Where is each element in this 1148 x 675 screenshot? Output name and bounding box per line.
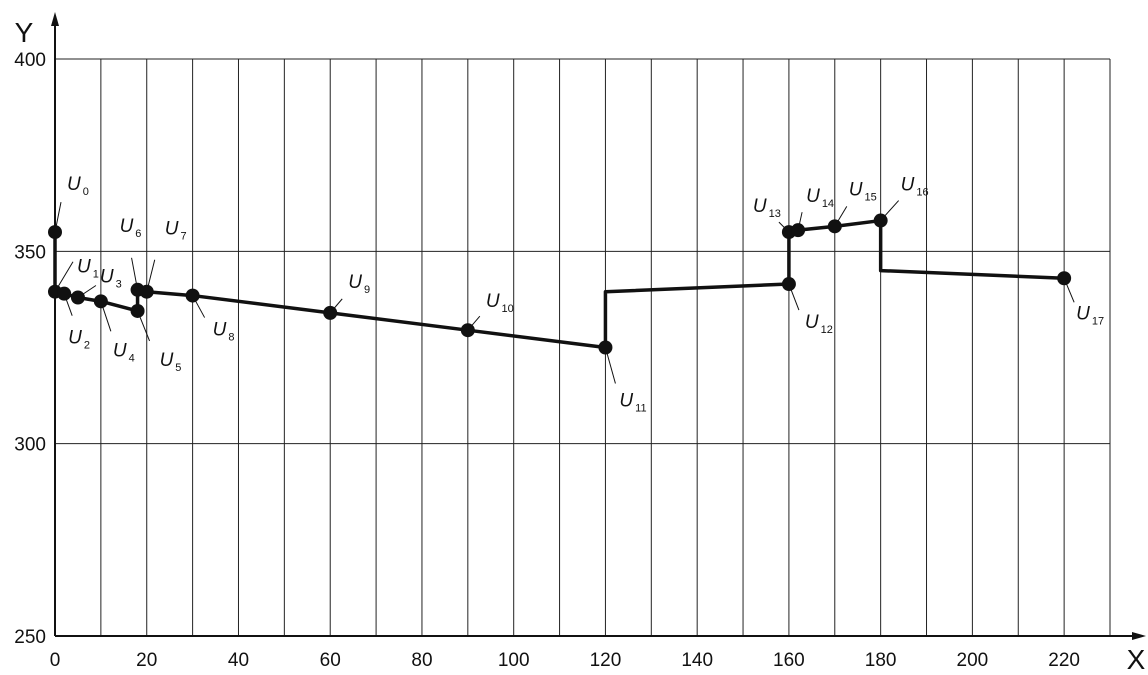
label-leaders bbox=[54, 200, 1075, 384]
point-label: U 11 bbox=[619, 391, 646, 415]
point-label: U 17 bbox=[1076, 303, 1104, 327]
point-marker bbox=[1057, 271, 1072, 286]
x-tick-label: 180 bbox=[865, 650, 897, 671]
grid bbox=[55, 58, 1111, 636]
x-axis-label: X bbox=[1127, 644, 1146, 675]
point-label: U 16 bbox=[901, 175, 929, 199]
point-markers bbox=[48, 213, 1072, 355]
point-marker bbox=[598, 340, 613, 355]
x-tick-label: 100 bbox=[498, 650, 530, 671]
y-axis-arrow bbox=[51, 12, 59, 26]
x-tick-label: 120 bbox=[590, 650, 622, 671]
x-tick-label: 20 bbox=[136, 650, 157, 671]
point-marker bbox=[781, 277, 796, 292]
point-marker bbox=[48, 225, 62, 240]
tick-labels: 0 20 40 60 80 100 120 140 160 180 200 220 250 300 350 4… bbox=[14, 50, 1080, 671]
point-marker bbox=[139, 284, 154, 299]
point-label: U 13 bbox=[753, 196, 781, 220]
x-tick-label: 60 bbox=[320, 650, 341, 671]
y-tick-label: 350 bbox=[14, 242, 46, 263]
x-tick-label: 0 bbox=[50, 650, 61, 671]
point-marker bbox=[323, 305, 338, 320]
point-marker bbox=[57, 286, 72, 301]
point-marker bbox=[70, 290, 85, 305]
x-tick-label: 80 bbox=[411, 650, 432, 671]
point-marker bbox=[827, 219, 842, 234]
point-marker bbox=[460, 323, 475, 338]
point-marker bbox=[130, 303, 145, 318]
point-label: U 10 bbox=[486, 291, 514, 315]
x-tick-label: 160 bbox=[773, 650, 805, 671]
x-tick-label: 40 bbox=[228, 650, 249, 671]
y-tick-label: 300 bbox=[14, 435, 46, 456]
point-label: U 14 bbox=[806, 186, 834, 210]
y-tick-label: 400 bbox=[14, 50, 46, 71]
point-marker bbox=[791, 223, 806, 238]
point-label: U 12 bbox=[805, 312, 833, 336]
x-axis-arrow bbox=[1132, 632, 1146, 640]
point-marker bbox=[873, 213, 888, 228]
x-tick-label: 220 bbox=[1048, 650, 1080, 671]
x-tick-label: 200 bbox=[957, 650, 989, 671]
y-tick-label: 250 bbox=[14, 627, 46, 648]
axes bbox=[51, 12, 1146, 640]
point-marker bbox=[93, 294, 108, 309]
point-label: U 15 bbox=[849, 179, 877, 203]
point-marker bbox=[185, 288, 200, 303]
point-labels: U 0 U 1 U 2 U 3 U 4 U 5 U 6 U 7 U 8 U 9 U 10 U 11 U 12 U 13 U 14 U 15 U 1… bbox=[67, 174, 1104, 414]
y-axis-label: Y bbox=[15, 17, 34, 48]
x-tick-label: 140 bbox=[681, 650, 713, 671]
